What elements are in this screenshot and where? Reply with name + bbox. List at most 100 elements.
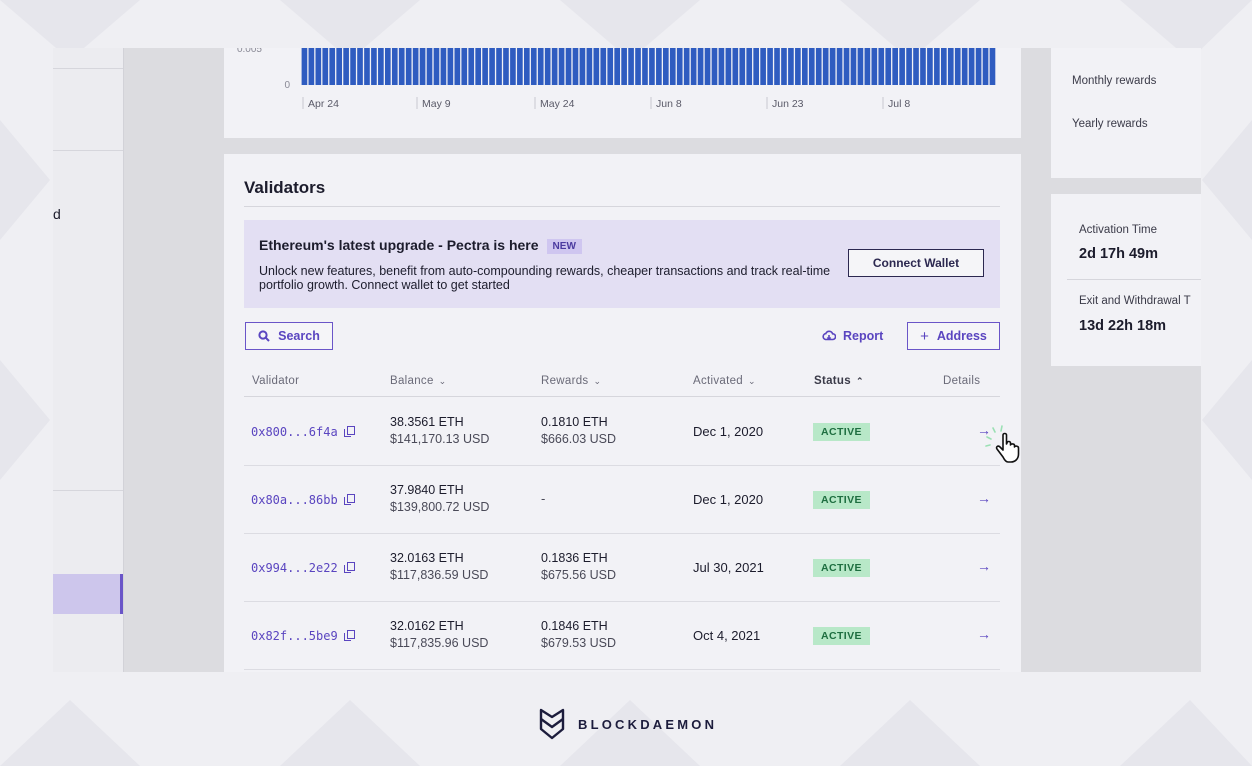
table-row[interactable]: 0x82f...5be9 32.0162 ETH $117,835.96 USD… (244, 602, 1000, 670)
chart-bar (704, 48, 711, 85)
table-row[interactable]: 0x80a...86bb 37.9840 ETH $139,800.72 USD… (244, 466, 1000, 534)
validator-address-text[interactable]: 0x80a...86bb (251, 493, 338, 507)
connect-wallet-button[interactable]: Connect Wallet (848, 249, 984, 277)
chart-bar (906, 48, 912, 85)
chart-bar (711, 48, 718, 85)
column-header-activated[interactable]: Activated ⌄ (693, 375, 756, 387)
copy-icon[interactable] (343, 630, 355, 642)
validator-address[interactable]: 0x994...2e22 (251, 561, 355, 575)
activated-date: Jul 30, 2021 (693, 560, 764, 575)
chart-bar (795, 48, 801, 85)
chart-bar (468, 48, 475, 85)
validators-panel: Validators Ethereum's latest upgrade - P… (224, 154, 1021, 672)
validator-address-text[interactable]: 0x994...2e22 (251, 561, 338, 575)
chart-bar (656, 48, 662, 85)
column-header-rewards[interactable]: Rewards ⌄ (541, 375, 602, 387)
sidebar-item-active[interactable] (53, 574, 123, 614)
brand-name: BLOCKDAEMON (578, 716, 718, 732)
chart-bar (829, 48, 836, 85)
details-arrow-icon[interactable]: → (977, 490, 991, 506)
brand-logo: BLOCKDAEMON (538, 706, 717, 742)
chart-bar (690, 48, 697, 85)
chart-bar (954, 48, 961, 85)
chart-bar (517, 48, 523, 85)
chart-bar (975, 48, 982, 85)
rewards-eth: 0.1836 ETH (541, 551, 608, 565)
activation-time-value: 2d 17h 49m (1079, 246, 1158, 262)
chart-bar (454, 48, 461, 85)
status-badge: ACTIVE (813, 423, 870, 441)
rewards-eth: 0.1846 ETH (541, 619, 608, 633)
sidebar-divider (53, 150, 123, 151)
chart-bar (697, 48, 704, 85)
chart-bar (649, 48, 655, 85)
exit-withdrawal-value: 13d 22h 18m (1079, 318, 1167, 334)
chart-bar (475, 48, 481, 85)
timing-panel: Activation Time 2d 17h 49m Exit and With… (1051, 194, 1201, 366)
copy-icon[interactable] (343, 426, 355, 438)
chart-bar (899, 48, 905, 85)
chart-bar (857, 48, 864, 85)
validator-address[interactable]: 0x800...6f4a (251, 425, 355, 439)
x-tick-label: May 9 (422, 98, 451, 110)
chart-bar (371, 48, 377, 85)
x-tick-label: Jun 23 (772, 98, 804, 110)
chart-bar (308, 48, 315, 85)
bar-chart: 0.005 0 Apr 24 May 9 May 24 Jun 8 Jun 23 Jul 8 (237, 48, 996, 110)
rewards-summary-panel: Monthly rewards Yearly rewards (1051, 48, 1201, 178)
y-tick-label: 0 (284, 80, 290, 91)
chart-bar (781, 48, 787, 85)
details-arrow-icon[interactable]: → (977, 626, 991, 642)
balance-usd: $139,800.72 USD (390, 500, 490, 514)
table-row[interactable]: 0x800...6f4a 38.3561 ETH $141,170.13 USD… (244, 398, 1000, 466)
chart-bar (961, 48, 968, 85)
report-button[interactable]: Report (822, 322, 883, 350)
chart-bar (322, 48, 329, 85)
copy-icon[interactable] (343, 494, 355, 506)
activated-date: Oct 4, 2021 (693, 628, 761, 643)
validator-address[interactable]: 0x80a...86bb (251, 493, 355, 507)
chart-bar (871, 48, 878, 85)
balance-cell: 32.0163 ETH $117,836.59 USD (390, 550, 488, 584)
chart-bar (885, 48, 892, 85)
validator-address[interactable]: 0x82f...5be9 (251, 629, 355, 643)
balance-cell: 37.9840 ETH $139,800.72 USD (390, 482, 489, 516)
search-button[interactable]: Search (245, 322, 333, 350)
rewards-eth: 0.1810 ETH (541, 415, 608, 429)
chart-bar (968, 48, 975, 85)
validators-title: Validators (244, 178, 326, 197)
status-badge: ACTIVE (813, 559, 870, 577)
chart-bar (718, 48, 725, 85)
cloud-download-icon (822, 330, 836, 341)
search-icon (258, 330, 270, 342)
validator-address-text[interactable]: 0x82f...5be9 (251, 629, 338, 643)
details-arrow-icon[interactable]: → (977, 558, 991, 574)
chart-bar (843, 48, 850, 85)
table-row[interactable]: 0x994...2e22 32.0163 ETH $117,836.59 USD… (244, 534, 1000, 602)
column-header-status[interactable]: Status ⌃ (814, 375, 864, 387)
add-address-button[interactable]: + Address (907, 322, 1000, 350)
chart-bar (600, 48, 607, 85)
chevron-down-icon: ⌄ (438, 376, 447, 386)
chart-bar (537, 48, 544, 85)
column-header-balance[interactable]: Balance ⌄ (390, 375, 447, 387)
details-arrow-icon[interactable]: → (977, 422, 991, 438)
chart-bar (669, 48, 676, 85)
validator-address-text[interactable]: 0x800...6f4a (251, 425, 338, 439)
chart-bar (676, 48, 683, 85)
chart-bar (558, 48, 565, 85)
chart-bar (343, 48, 349, 85)
chart-bar (336, 48, 342, 85)
chart-bar (850, 48, 857, 85)
divider (244, 396, 1000, 397)
column-header-validator: Validator (252, 375, 300, 387)
chart-bar (544, 48, 551, 85)
chevron-down-icon: ⌄ (593, 376, 602, 386)
chart-bar (461, 48, 468, 85)
activated-date: Dec 1, 2020 (693, 492, 764, 507)
chart-bar (378, 48, 384, 85)
chart-bar (364, 48, 370, 85)
chart-bar (482, 48, 488, 85)
rewards-usd: $666.03 USD (541, 432, 617, 446)
copy-icon[interactable] (343, 562, 355, 574)
